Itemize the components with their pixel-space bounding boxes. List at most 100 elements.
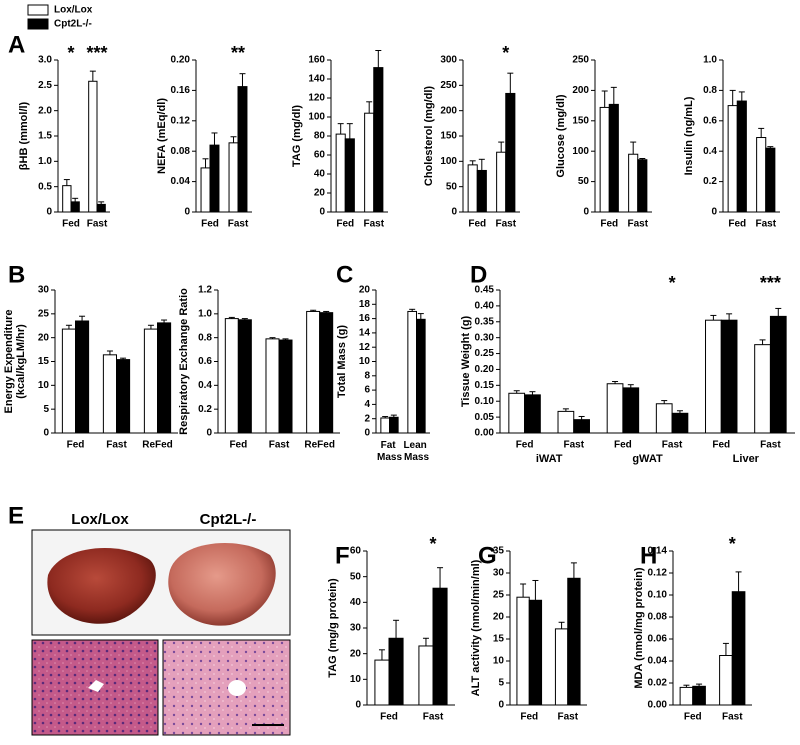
error-bar [269,337,276,339]
bar [719,655,733,706]
y-tick-label: 0.45 [475,285,495,296]
bar [467,164,478,213]
error-bar [562,408,569,412]
error-bar [230,136,237,143]
x-tick-label: Fast [269,440,290,451]
chart: 0 10 20 30 40 50 60 TAG (mg/g protein) Fed Fast * [327,534,455,723]
bar [754,344,771,434]
y-tick-label: 0.35 [475,316,495,327]
chart: 0 50 100 150 200 250 Glucose (mg/dl) Fed Fast [555,55,652,230]
y-tick-label: 40 [350,597,362,608]
significance: * [729,534,736,554]
y-tick-label: 0.2 [198,404,212,415]
y-axis-label: Insulin (ng/mL) [683,96,695,175]
y-tick-label: 0.08 [171,146,191,157]
bar [335,133,346,213]
error-bar [696,683,703,687]
legend-swatch [27,18,49,30]
error-bar [767,146,774,149]
y-tick-label: 0.8 [198,332,212,343]
x-tick-label: Fast [363,219,384,230]
error-bar [211,132,218,146]
bar [102,354,117,434]
y-axis-label: (kcal/kgLM/hr) [15,324,27,399]
y-tick-label: 2.0 [38,105,52,116]
panel-label: A [8,31,25,58]
bar [508,392,526,434]
error-bar [759,339,766,345]
bar [736,100,747,213]
error-bar [529,391,536,395]
error-bar [520,583,527,598]
x-tick-label: Fast [557,712,578,723]
error-bar [729,89,736,106]
bar [143,328,159,434]
y-tick-label: 0.25 [475,348,495,359]
y-tick-label: 50 [578,176,590,187]
bar [75,320,90,434]
group-label: Liver [733,453,760,465]
y-tick-label: 0.10 [648,590,668,601]
error-bar [507,72,514,94]
y-tick-label: 0 [711,207,717,218]
error-bar [738,91,745,102]
panel-label: B [8,261,25,288]
bar [432,587,448,706]
bar [265,338,280,434]
error-bar [106,350,113,355]
bar [476,169,487,213]
liver-images [31,529,291,736]
histology-image [162,639,291,736]
x-tick-label: ReFed [142,440,173,451]
y-tick-label: 1.0 [198,308,212,319]
legend-label: Lox/Lox [54,5,93,16]
y-tick-label: 0.30 [475,332,495,343]
legend-label: Cpt2L-/- [54,19,92,30]
legend-swatch [27,4,49,16]
significance: * [502,43,509,63]
bar [374,659,390,706]
y-tick-label: 0.12 [648,568,668,579]
error-bar [513,390,520,394]
y-tick-label: 0.10 [475,396,495,407]
x-tick-label: Fed [380,712,398,723]
y-tick-label: 100 [440,156,457,167]
x-tick-label: Fed [201,219,219,230]
y-tick-label: 5 [498,678,504,689]
chart: 0 5 10 15 20 25 30 35 ALT activity (nmol/min/ml)… [470,546,587,723]
error-bar [89,70,96,82]
error-bar [601,90,608,108]
x-tick-label: Fat Mass [377,440,402,463]
bar [278,339,293,434]
y-tick-label: 0.05 [475,412,495,423]
chart: 0.00 0.05 0.10 0.15 0.20 0.25 0.30 0.35 0.40 0.45… [460,273,795,465]
y-tick-label: 12 [359,342,371,353]
y-tick-label: 160 [308,55,325,66]
error-bar [610,86,617,105]
y-tick-label: 25 [493,590,505,601]
x-tick-label: Fast [106,440,127,451]
error-bar [661,400,668,404]
image-caption: Cpt2L-/- [200,511,257,528]
chart: 0 2 4 6 8 10 12 14 16 18 20 Total Mass (g) Fat MassL… [336,285,430,463]
y-tick-label: 0 [355,700,361,711]
chart: 0 50 100 150 200 250 300 Cholesterol (mg/dl) Fed… [423,43,520,230]
x-tick-label: Fast [760,440,781,451]
bar [622,387,640,434]
bar [655,403,673,434]
bar [319,312,334,434]
y-axis-label: Respiratory Exchange Ratio [178,288,190,435]
error-bar [735,571,742,592]
bar [70,201,80,213]
error-bar [241,318,248,320]
y-tick-label: 10 [493,656,505,667]
y-tick-label: 20 [38,332,50,343]
error-bar [346,123,353,139]
bar [516,596,530,706]
x-tick-label: Fed [336,219,354,230]
y-tick-label: 100 [308,112,325,123]
y-tick-label: 0.00 [475,428,495,439]
bar [692,685,706,706]
error-bar [202,158,209,168]
bar [756,137,767,213]
